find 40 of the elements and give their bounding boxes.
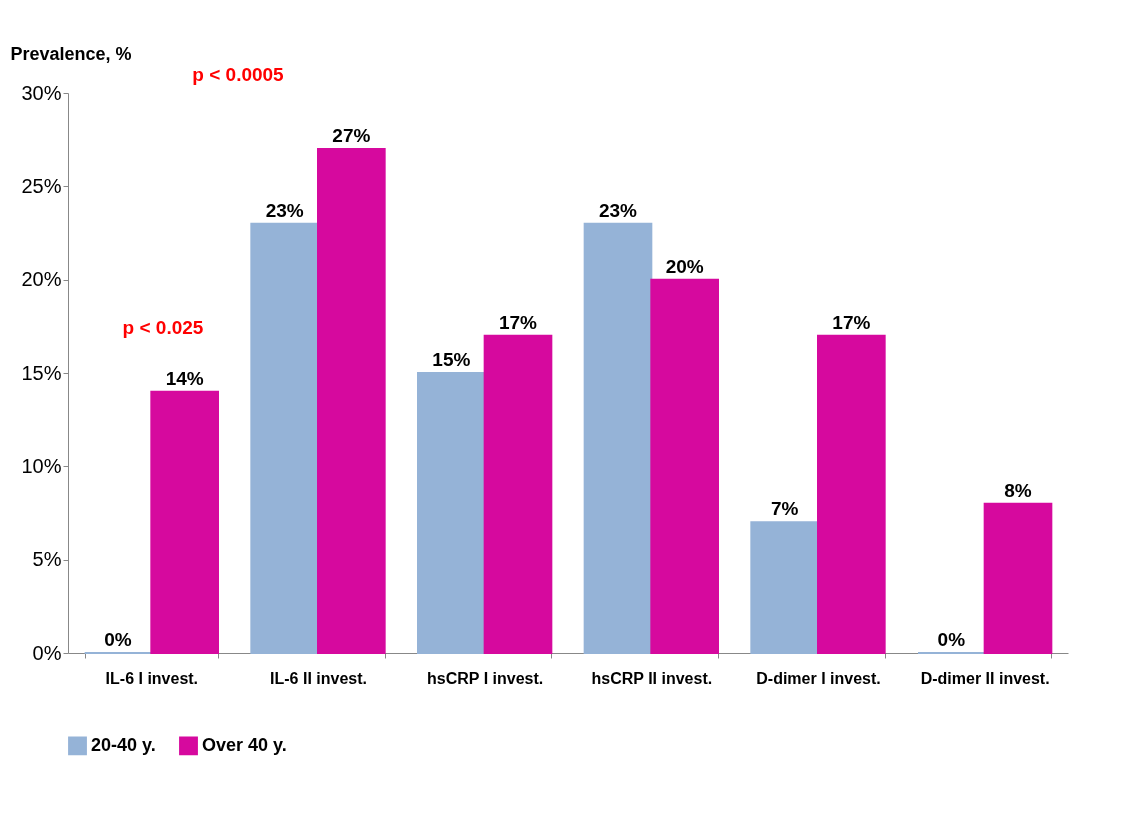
- bar: [983, 502, 1053, 654]
- data-label: 17%: [498, 311, 538, 333]
- annotation: p < 0.025: [122, 317, 204, 338]
- data-label: 8%: [1004, 479, 1032, 501]
- y-tick-label: 30%: [21, 81, 62, 104]
- x-tick-label: D-dimer I invest.: [756, 669, 881, 687]
- data-label: 17%: [832, 311, 871, 333]
- bar: [150, 390, 219, 654]
- x-tick-label: hsCRP II invest.: [591, 669, 713, 687]
- x-tick-label: hsCRP I invest.: [427, 669, 544, 687]
- y-tick-label: 15%: [21, 361, 62, 384]
- data-label: 20%: [665, 255, 704, 277]
- data-label: 23%: [265, 199, 304, 221]
- data-label: 0%: [937, 629, 966, 650]
- y-tick-label: 10%: [21, 454, 62, 477]
- y-axis-title: Prevalence, %: [10, 43, 132, 64]
- bar: [417, 372, 486, 654]
- x-tick-label: IL-6 II invest.: [270, 669, 367, 687]
- bar: [817, 334, 886, 654]
- data-label: 0%: [104, 629, 132, 650]
- bar: [317, 148, 386, 654]
- x-tick-label: IL-6 I invest.: [105, 669, 199, 687]
- data-label: 27%: [332, 125, 371, 146]
- bar: [583, 222, 653, 654]
- bar: [483, 334, 553, 654]
- data-label: 7%: [770, 498, 799, 520]
- y-tick-label: 0%: [32, 641, 62, 664]
- bar: [750, 521, 819, 654]
- bar: [250, 222, 319, 654]
- data-label: 14%: [165, 367, 204, 389]
- legend-label: 20-40 y.: [91, 734, 156, 755]
- data-label: 23%: [598, 199, 638, 221]
- text: p < 0.0005: [192, 64, 285, 85]
- data-label: 15%: [432, 349, 471, 370]
- y-tick-label: 20%: [21, 268, 62, 291]
- y-tick-label: 25%: [21, 174, 62, 197]
- bar: [650, 278, 719, 654]
- y-tick-label: 5%: [32, 548, 62, 571]
- legend-label: Over 40 y.: [202, 734, 287, 755]
- x-tick-label: D-dimer II invest.: [920, 669, 1050, 687]
